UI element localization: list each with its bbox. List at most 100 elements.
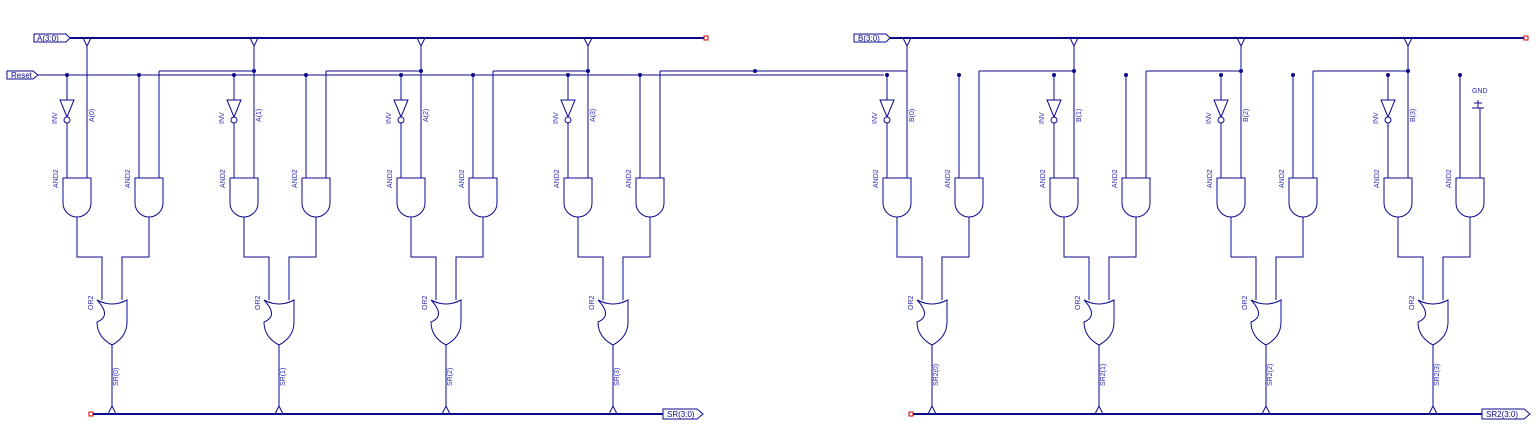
bank-b-bit2-inv-bubble — [1217, 116, 1225, 124]
bank-a-bit3-and2-reset-junction — [638, 73, 642, 77]
bank-a-bit2-out-tap — [441, 404, 451, 415]
bank-b-bit1-inv-gate — [1046, 99, 1062, 119]
bank-b-bit1-and2-gate — [1121, 177, 1151, 218]
bank-b-bit0-tap-label: B(0) — [909, 109, 916, 122]
bank-b-bit3-tap-label: B(3) — [1410, 109, 1417, 122]
port-sr-shape — [662, 408, 704, 420]
bank-b-bit3-inv-type: INV — [1373, 112, 1380, 124]
bank-b-bit2-and1-out — [1230, 217, 1257, 300]
bank-b-bit3-or-type: OR2 — [1409, 296, 1416, 311]
bank-b-bit1-and1-out — [1063, 217, 1090, 300]
bank-b-bit0-and2-type: AND2 — [945, 169, 952, 188]
bank-a-bit1-out-tap — [274, 404, 284, 415]
bank-b-bit0-and1-type: AND2 — [873, 169, 880, 188]
bank-a-bit3-out-label: SR(3) — [614, 368, 621, 386]
bank-a-bit0-and1-type: AND2 — [53, 169, 60, 188]
bank-a-bit1-and2-gate — [301, 177, 331, 218]
port-b-shape — [853, 33, 891, 43]
bank-b-bit2-and1-gate — [1216, 177, 1246, 218]
bank-a-bit3-and2-type: AND2 — [626, 169, 633, 188]
bus-a-terminal — [703, 35, 709, 41]
bank-b-bit0-and1-gate — [882, 177, 912, 218]
bank-a-bit0-or-type: OR2 — [88, 296, 95, 311]
bank-b-bit1-or-gate — [1083, 299, 1115, 346]
bank-b-bit3-and2-out — [1442, 217, 1471, 300]
bank-a-bit3-inv-gate — [560, 99, 576, 119]
bank-a-bit2-inv-type: INV — [386, 112, 393, 124]
bank-b-bit0-tap-line — [902, 37, 912, 178]
bank-a-bit0-and2-reset-junction — [137, 73, 141, 77]
bank-b-bit0-and1-out — [896, 217, 923, 300]
bank-b-bit3-out-tap — [1428, 404, 1438, 415]
bank-a-bit2-inv-gate — [393, 99, 409, 119]
bank-a-bit1-or-gate — [263, 299, 295, 346]
bus-sr-terminal — [88, 411, 94, 417]
bank-b-bit1-and2-out — [1108, 217, 1137, 300]
bank-a-bit1-and1-type: AND2 — [220, 169, 227, 188]
port-sr-label: SR(3:0) — [667, 410, 695, 419]
bank-b-bit3-and2-type: AND2 — [1446, 169, 1453, 188]
bank-b-bit3-inv-gate — [1380, 99, 1396, 119]
bank-b-bit1-and1-gate — [1049, 177, 1079, 218]
bit-slices: A(0) INV AND2 AND2 OR2 SR(0) A(1) INV AND2 AND2 OR… — [52, 37, 1485, 415]
bank-a-bit3-inv-bubble — [564, 116, 572, 124]
bank-a-bit3-or-type: OR2 — [589, 296, 596, 311]
bank-a-bit2-and2-type: AND2 — [459, 169, 466, 188]
port-b-label: B(3:0) — [858, 34, 880, 43]
bank-a-bit3-or-gate — [597, 299, 629, 346]
bank-b-bit3-and2-reset-junction — [1458, 73, 1462, 77]
bank-a-bit1-inv-gate — [226, 99, 242, 119]
bank-a-bit0-out-label: SR(0) — [113, 368, 120, 386]
bank-a-bit0-inv-gate — [59, 99, 75, 119]
bank-a-bit3-inv-type: INV — [553, 112, 560, 124]
bank-a-bit0-and2-gate — [134, 177, 164, 218]
bank-b-bit3-and1-out — [1397, 217, 1424, 300]
bank-b-bit2-tap-line — [1236, 37, 1246, 178]
bank-a-bit1-tap-label: A(1) — [256, 109, 263, 122]
bank-b-bit2-inv-gate — [1213, 99, 1229, 119]
bank-a-bit1-and2-out — [288, 217, 317, 300]
bank-a-bit2-and1-gate — [396, 177, 426, 218]
bank-b-bit1-and2-reset-junction — [1124, 73, 1128, 77]
bank-a-bit1-and1-gate — [229, 177, 259, 218]
port-sr2-label: SR2(3:0) — [1486, 410, 1518, 419]
bank-a-bit1-inv-bubble — [230, 116, 238, 124]
bank-a-bit3-tap-line — [583, 37, 593, 178]
bank-a-bit2-and2-gate — [468, 177, 498, 218]
bank-a-bit0-and2-out — [121, 217, 150, 300]
bank-a-bit0-and1-gate — [62, 177, 92, 218]
bank-b-bit2-and2-gate — [1288, 177, 1318, 218]
bus-sr2-terminal — [908, 411, 914, 417]
bank-b-bit0-and2-out — [941, 217, 970, 300]
bank-a-bit2-or-type: OR2 — [422, 296, 429, 311]
bank-b-bit2-and2-reset-junction — [1291, 73, 1295, 77]
bank-a-bit2-out-label: SR(2) — [447, 368, 454, 386]
bank-a-bit0-or-gate — [96, 299, 128, 346]
bank-a-bit3-and1-type: AND2 — [554, 169, 561, 188]
bank-a-bit3-and1-gate — [563, 177, 593, 218]
bank-b-bit1-out-label: SR2(1) — [1100, 364, 1107, 386]
bank-b-bit1-tap-line — [1069, 37, 1079, 178]
bank-b-bit2-inv-type: INV — [1206, 112, 1213, 124]
bank-a-bit1-and2-reset-junction — [304, 73, 308, 77]
bank-a-bit2-and1-out — [410, 217, 437, 300]
bank-b-bit3-tap-line — [1403, 37, 1413, 178]
bank-b-bit3-and1-type: AND2 — [1374, 169, 1381, 188]
gnd-label: GND — [1472, 88, 1488, 95]
bank-b-bit2-or-gate — [1250, 299, 1282, 346]
bank-b-bit1-tap-label: B(1) — [1076, 109, 1083, 122]
port-sr2-shape — [1481, 408, 1531, 420]
bank-b-bit0-and2-gate — [954, 177, 984, 218]
bank-b-bit1-or-type: OR2 — [1075, 296, 1082, 311]
bank-a-bit1-tap-line — [249, 37, 259, 178]
port-reset-label: Reset — [11, 71, 33, 80]
bank-b-bit2-or-type: OR2 — [1242, 296, 1249, 311]
bank-b-bit1-and2-type: AND2 — [1112, 169, 1119, 188]
bank-a-bit3-tap-label: A(3) — [590, 109, 597, 122]
bank-a-bit0-and2-type: AND2 — [125, 169, 132, 188]
port-a-label: A(3:0) — [37, 34, 59, 43]
bank-b-bit1-inv-type: INV — [1039, 112, 1046, 124]
bus-b-terminal — [1523, 35, 1529, 41]
bank-a-bit1-and2-type: AND2 — [292, 169, 299, 188]
